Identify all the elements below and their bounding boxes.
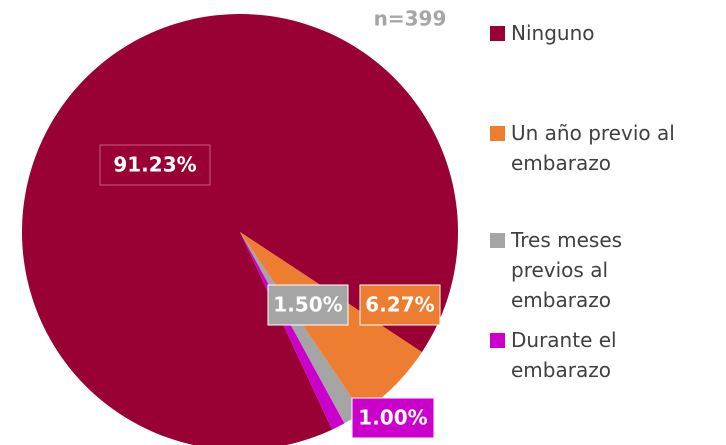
pie: [22, 14, 458, 445]
legend-item: Un año previo al embarazo: [490, 118, 715, 178]
page: {"chart_data": {"type": "pie", "annotati…: [0, 0, 726, 445]
legend-label: Durante el embarazo: [511, 325, 651, 385]
legend-swatch: [490, 26, 505, 41]
legend-swatch: [490, 126, 505, 141]
data-label: 1.00%: [358, 406, 427, 430]
legend-label: Un año previo al embarazo: [511, 118, 711, 178]
legend-label: Ninguno: [511, 18, 594, 48]
sample-size: n=399: [374, 7, 447, 31]
data-label: 91.23%: [113, 153, 196, 177]
data-label: 1.50%: [273, 293, 342, 317]
legend-label: Tres meses previos al embarazo: [511, 225, 661, 315]
legend-item: Durante el embarazo: [490, 325, 715, 385]
data-label: 6.27%: [365, 293, 434, 317]
legend-swatch: [490, 333, 505, 348]
legend-item: Ninguno: [490, 18, 715, 48]
legend-swatch: [490, 233, 505, 248]
legend-item: Tres meses previos al embarazo: [490, 225, 715, 315]
